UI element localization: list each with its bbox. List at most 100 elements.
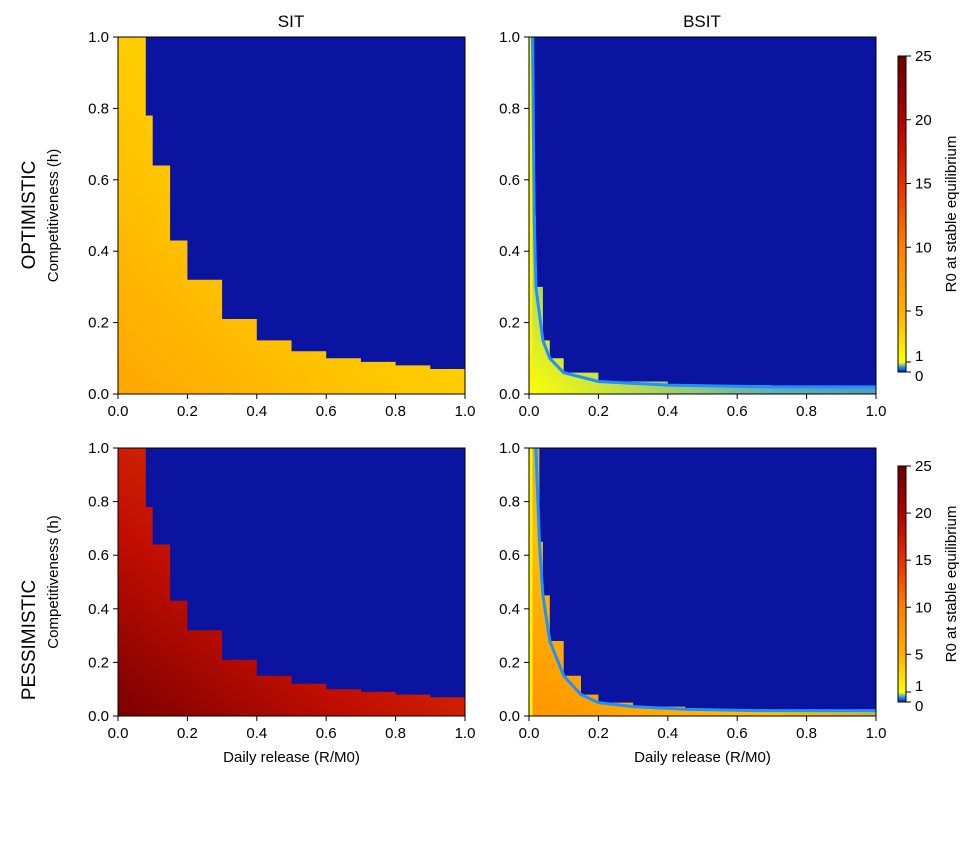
colorbar-segment	[898, 693, 906, 695]
x-axis-label: Daily release (R/M0)	[634, 749, 771, 766]
colorbar-segment	[898, 479, 906, 483]
colorbar-segment	[898, 180, 906, 184]
colorbar-segment	[898, 499, 906, 502]
colorbar-segment	[898, 601, 906, 604]
colorbar-segment	[898, 699, 906, 701]
colorbar-segment	[898, 501, 906, 504]
colorbar-segment	[898, 111, 906, 115]
x-tick-label: 0.8	[385, 725, 406, 742]
plot-frame	[528, 447, 877, 717]
colorbar-segment	[898, 167, 906, 171]
colorbar-segment	[898, 172, 906, 176]
x-tick-label: 0.4	[657, 403, 678, 420]
colorbar-segment	[898, 308, 906, 312]
colorbar-segment	[898, 170, 906, 174]
x-tick-label: 0.8	[385, 403, 406, 420]
colorbar-segment	[898, 681, 906, 685]
colorbar-segment	[898, 321, 906, 325]
colorbar-segment	[898, 356, 906, 360]
x-tick-label: 0.4	[246, 725, 267, 742]
colorbar-segment	[898, 69, 906, 73]
colorbar-segment	[898, 620, 906, 624]
colorbar-segment	[898, 159, 906, 163]
plot-frame	[117, 447, 466, 717]
colorbar-segment	[898, 599, 906, 602]
x-tick-label: 1.0	[866, 725, 887, 742]
colorbar-segment	[898, 595, 906, 598]
colorbar-segment	[898, 520, 906, 524]
colorbar-segment	[898, 194, 906, 198]
colorbar-segment	[898, 196, 906, 200]
colorbar-segment	[898, 679, 906, 683]
colorbar-label: R0 at stable equilibrium	[943, 136, 960, 293]
colorbar-segment	[898, 685, 906, 689]
heatmap-boundary-fringe	[534, 448, 876, 713]
y-tick-label: 0.0	[88, 708, 109, 725]
colorbar-segment	[898, 63, 906, 68]
colorbar-segment	[898, 367, 906, 369]
colorbar-segment	[898, 218, 906, 222]
colorbar-segment	[898, 295, 906, 299]
colorbar-segment	[898, 318, 906, 323]
colorbar-segment	[898, 231, 906, 235]
colorbar-segment	[898, 603, 906, 606]
colorbar-segment	[898, 562, 906, 565]
y-tick-label: 0.4	[499, 243, 520, 260]
colorbar-segment	[898, 303, 906, 307]
x-tick-label: 0.0	[108, 725, 129, 742]
colorbar-segment	[898, 273, 906, 277]
colorbar-tick-label: 10	[915, 599, 932, 616]
y-axis-label: Competitiveness (h)	[45, 515, 62, 648]
colorbar-segment	[898, 98, 906, 102]
colorbar-segment	[898, 568, 906, 571]
colorbar-segment	[898, 556, 906, 559]
colorbar-segment	[898, 650, 906, 653]
colorbar-segment	[898, 276, 906, 280]
colorbar-segment	[898, 279, 906, 283]
colorbar-segment	[898, 334, 906, 338]
y-tick-label: 0.6	[88, 172, 109, 189]
colorbar-segment	[898, 597, 906, 600]
colorbar-segment	[898, 548, 906, 551]
colorbar-segment	[898, 552, 906, 555]
colorbar-segment	[898, 369, 906, 371]
x-tick-label: 0.6	[316, 403, 337, 420]
colorbar-segment	[898, 337, 906, 341]
colorbar-segment	[898, 109, 906, 113]
colorbar-segment	[898, 329, 906, 333]
colorbar-segment	[898, 550, 906, 553]
colorbar-segment	[898, 656, 906, 659]
colorbar-segment	[898, 146, 906, 150]
y-tick-label: 1.0	[499, 29, 520, 46]
colorbar-segment	[898, 93, 906, 97]
colorbar-segment	[898, 642, 906, 645]
colorbar-segment	[898, 239, 906, 243]
x-tick-label: 1.0	[866, 403, 887, 420]
colorbar-segment	[898, 164, 906, 168]
y-tick-label: 0.6	[88, 547, 109, 564]
colorbar-segment	[898, 522, 906, 526]
colorbar-segment	[898, 634, 906, 638]
colorbar-segment	[898, 268, 906, 272]
colorbar-segment	[898, 358, 906, 362]
heatmap-panel-optimistic-sit: 0.0 0.2 0.4 0.6 0.8 1.0 0.0 0.2 0.4 0.6 0.8 1.0 Comp…	[45, 29, 475, 420]
colorbar-segment	[898, 151, 906, 155]
colorbar-segment	[898, 530, 906, 534]
y-tick-label: 0.0	[88, 386, 109, 403]
colorbar-segment	[898, 497, 906, 500]
colorbar-segment	[898, 628, 906, 632]
x-axis-label: Daily release (R/M0)	[223, 749, 360, 766]
colorbar-segment	[898, 56, 906, 60]
x-tick-label: 1.0	[455, 725, 476, 742]
y-tick-label: 0.4	[88, 601, 109, 618]
colorbar-segment	[898, 117, 906, 121]
colorbar-segment	[898, 271, 906, 275]
colorbar-segment	[898, 544, 906, 547]
colorbar-segment	[898, 305, 906, 309]
colorbar-tick-label: 5	[915, 646, 923, 663]
colorbar-tick-label: 5	[915, 303, 923, 320]
colorbar-segment	[898, 581, 906, 585]
y-tick-label: 0.2	[88, 654, 109, 671]
